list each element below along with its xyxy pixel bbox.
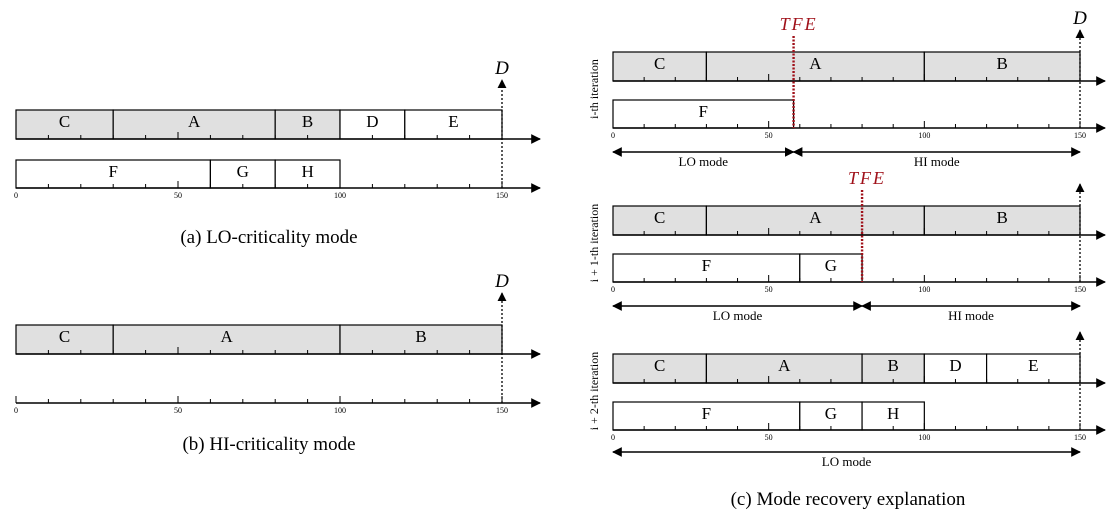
panel-a-row1-label-a: A [188,112,201,131]
panel-c-iter1-iteration-label: i-th iteration [587,59,601,119]
panel-c-iter2-row2-box-g [799,253,863,283]
panel-c-iter2: C A B F G 0 50 100 150 i + 1-th iteration TFE LO mo… [587,168,1106,323]
panel-a-deadline-label: D [494,58,509,79]
panel-c-iter1-row1-label-a: A [809,54,822,73]
panel-c-iter1-deadline-label: D [1072,8,1087,29]
panel-b-row1-label-c: C [59,327,70,346]
panel-c-iter2-row1-label-b: B [996,208,1007,227]
panel-a-row2-tick-label: 0 [14,191,18,200]
panel-a-row1-label-e: E [448,112,458,131]
panel-a-row2-tick-label: 50 [174,191,182,200]
panel-c-iter3-row1-label-b: B [888,356,899,375]
panel-c-iter3-row1-box-e [985,353,1081,384]
panel-c-iter3-row1-label-d: D [949,356,961,375]
panel-c-iter3-row2-tick-label: 100 [918,433,930,442]
panel-c-iter3-row1-box-b [861,353,925,384]
panel-c-iter1-tfe-label: TFE [780,14,818,34]
panel-c-mode-recovery: C A B F 0 50 100 150 Di-th iteration TFE LO mode HI… [587,8,1106,469]
panel-c-iter2-row1-box-b [923,205,1081,236]
panel-a-row1-box-c [15,109,114,140]
panel-c-iter2-row1-box-c [612,205,708,236]
panel-c-iter1-row2-tick-label: 150 [1074,131,1086,140]
panel-b-row2-tick-label: 100 [334,406,346,415]
panel-c-caption: (c) Mode recovery explanation [731,489,966,510]
panel-c-iter3-row1-box-c [612,353,708,384]
panel-c-iter3-row1-box-d [923,353,988,384]
panel-c-iter3: C A B D E F G H 0 50 100 150 i + 2-th iteration LO mo… [587,331,1106,469]
panel-a-row2-tick-label: 100 [334,191,346,200]
panel-c-iter2-row2-tick-label: 50 [765,285,773,294]
panel-a-row1-label-d: D [366,112,378,131]
panel-a-row1-label-b: B [302,112,313,131]
panel-c-iter1-row1-box-b [923,51,1081,82]
panel-c-iter3-lo-mode-label: LO mode [822,454,872,469]
panel-a-row2-tick-label: 150 [496,191,508,200]
panel-c-iter3-iteration-label: i + 2-th iteration [587,352,601,430]
panel-b-row1-box-b [339,324,503,355]
panel-c-iter1-row1-box-c [612,51,708,82]
panel-c-iter1-row1-box-a [705,51,925,82]
panel-c-iter1: C A B F 0 50 100 150 Di-th iteration TFE LO mode HI… [587,8,1106,169]
panel-c-iter1-row1-label-b: B [996,54,1007,73]
panel-c-iter3-row1-label-a: A [778,356,791,375]
panel-c-iter3-row2-label-h: H [887,404,899,423]
panel-b-caption: (b) HI-criticality mode [182,434,355,455]
panel-c-iter1-row2-tick-label: 100 [918,131,930,140]
panel-a-row1-label-c: C [59,112,70,131]
panel-c-iter2-tfe-label: TFE [848,168,886,188]
panel-c-iter1-row2-label-f: F [699,102,708,121]
panel-b-row1-label-a: A [220,327,233,346]
panel-a-caption: (a) LO-criticality mode [180,227,357,248]
panel-c-iter1-row2-tick-label: 0 [611,131,615,140]
panel-b-row1-label-b: B [415,327,426,346]
panel-a-row2-label-f: F [108,162,117,181]
panel-c-iter3-row1-box-a [705,353,863,384]
panel-c-iter3-row1-label-e: E [1028,356,1038,375]
panel-c-iter2-row2-label-f: F [702,256,711,275]
panel-c-iter2-row2-tick-label: 100 [918,285,930,294]
panel-c-iter1-row2-box-f [612,99,795,129]
panel-c-iter2-hi-mode-label: HI mode [948,308,994,323]
panel-c-iter2-row2-label-g: G [825,256,837,275]
panel-a-row2-label-g: G [237,162,249,181]
panel-c-iter2-row2-tick-label: 150 [1074,285,1086,294]
panel-c-iter3-row2-tick-label: 50 [765,433,773,442]
panel-a-row2-box-h [274,159,341,189]
panel-c-iter3-row1-label-c: C [654,356,665,375]
panel-c-iter2-iteration-label: i + 1-th iteration [587,204,601,282]
panel-c-iter3-row2-tick-label: 150 [1074,433,1086,442]
panel-c-iter3-row2-label-g: G [825,404,837,423]
panel-a-row2-label-h: H [301,162,313,181]
panel-c-iter2-row1-label-a: A [809,208,822,227]
panel-b-deadline-label: D [494,271,509,292]
panel-c-iter1-lo-mode-label: LO mode [679,154,729,169]
panel-b-row1-box-a [112,324,341,355]
panel-b-hi-criticality: C A B 0 50 100 150 D [14,271,541,415]
panel-b-row2-tick-label: 50 [174,406,182,415]
panel-b-row2-tick-label: 0 [14,406,18,415]
panel-c-iter2-row2-tick-label: 0 [611,285,615,294]
panel-c-iter1-hi-mode-label: HI mode [914,154,960,169]
panel-a-lo-criticality: C A B D E F G H 0 50 100 150 D [14,58,541,200]
panel-c-iter1-row2-tick-label: 50 [765,131,773,140]
panel-c-iter1-row1-label-c: C [654,54,665,73]
panel-c-iter3-row2-label-f: F [702,404,711,423]
panel-b-row2-tick-label: 150 [496,406,508,415]
panel-c-iter3-row2-tick-label: 0 [611,433,615,442]
panel-c-iter2-lo-mode-label: LO mode [713,308,763,323]
panel-c-iter2-row1-label-c: C [654,208,665,227]
panel-b-row1-box-c [15,324,114,355]
panel-a-row1-box-a [112,109,276,140]
panel-a-row2-box-g [209,159,276,189]
